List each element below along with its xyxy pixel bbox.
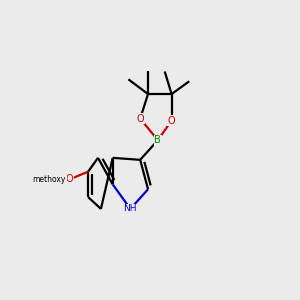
Text: B: B <box>154 135 161 145</box>
Text: methoxy: methoxy <box>33 175 66 184</box>
Text: O: O <box>168 116 176 126</box>
Text: NH: NH <box>124 204 137 213</box>
Text: O: O <box>136 114 144 124</box>
Text: O: O <box>66 174 73 184</box>
